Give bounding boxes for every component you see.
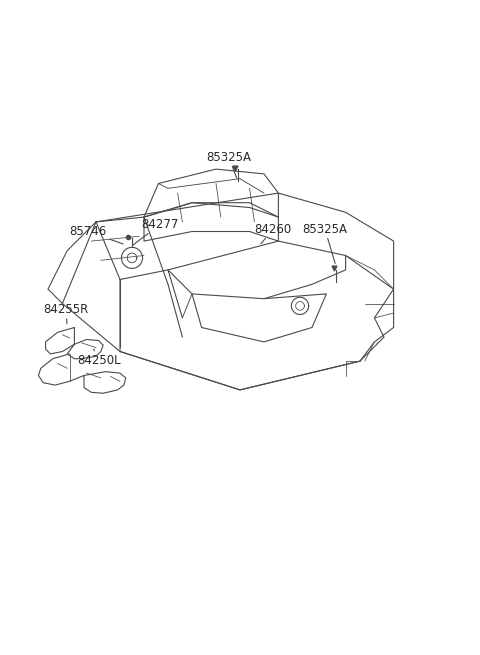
- Text: 85325A: 85325A: [206, 151, 252, 178]
- Text: 84255R: 84255R: [43, 303, 88, 324]
- Text: 85746: 85746: [70, 225, 123, 244]
- Text: 84260: 84260: [254, 223, 292, 244]
- Text: 84277: 84277: [133, 218, 179, 245]
- Text: 85325A: 85325A: [302, 223, 348, 263]
- Text: 84250L: 84250L: [77, 349, 120, 367]
